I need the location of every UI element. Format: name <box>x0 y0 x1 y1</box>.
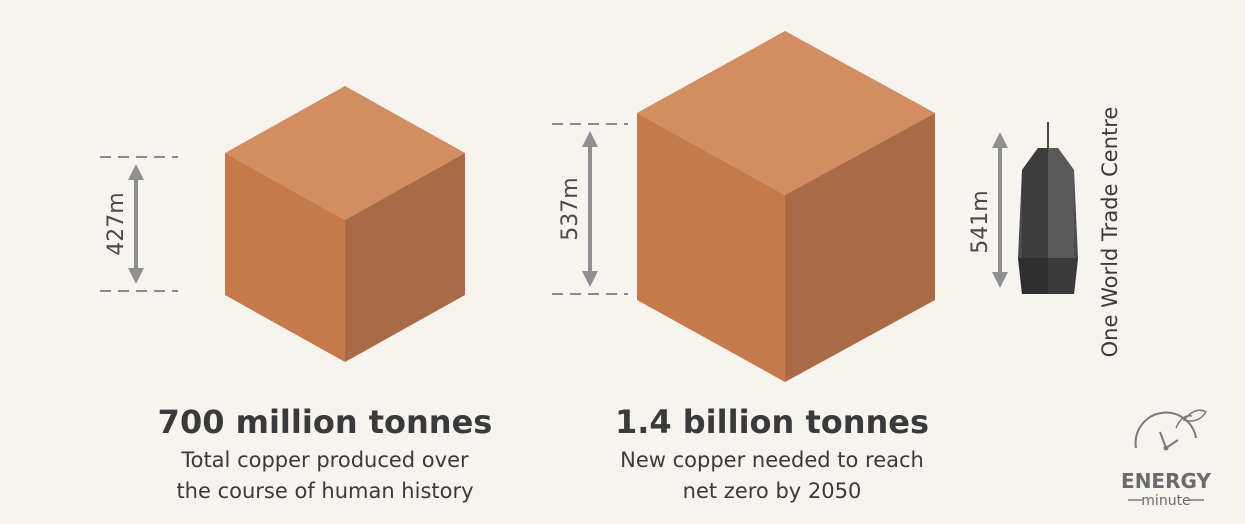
right-height-marker: 537m <box>552 123 628 295</box>
right-copper-cube <box>637 31 935 382</box>
left-tonnage-title: 700 million tonnes <box>158 403 493 441</box>
building-height-label: 541m <box>968 190 993 253</box>
building-height-marker: 541m <box>968 132 1008 288</box>
one-world-trade-centre-icon <box>1018 122 1078 294</box>
right-tonnage-title: 1.4 billion tonnes <box>615 403 929 441</box>
left-description-line1: Total copper produced over <box>180 448 469 472</box>
left-cube-right-face <box>345 153 465 362</box>
left-height-marker: 427m <box>100 156 178 292</box>
right-height-label: 537m <box>558 177 583 240</box>
left-description-line2: the course of human history <box>176 479 473 503</box>
right-cube-right-face <box>785 113 935 382</box>
clock-leaf-icon <box>1134 409 1208 451</box>
left-copper-cube <box>225 86 465 362</box>
left-cube-left-face <box>225 153 345 362</box>
brand-tagline: minute <box>1141 493 1190 509</box>
building-name: One World Trade Centre <box>1098 107 1122 358</box>
energy-minute-logo: ENERGY minute <box>1121 409 1211 509</box>
left-height-label: 427m <box>104 192 129 255</box>
right-cube-left-face <box>637 113 785 382</box>
brand-name: ENERGY <box>1121 469 1211 493</box>
right-cube-top <box>637 31 935 195</box>
right-description-line1: New copper needed to reach <box>620 448 924 472</box>
right-description-line2: net zero by 2050 <box>683 479 862 503</box>
